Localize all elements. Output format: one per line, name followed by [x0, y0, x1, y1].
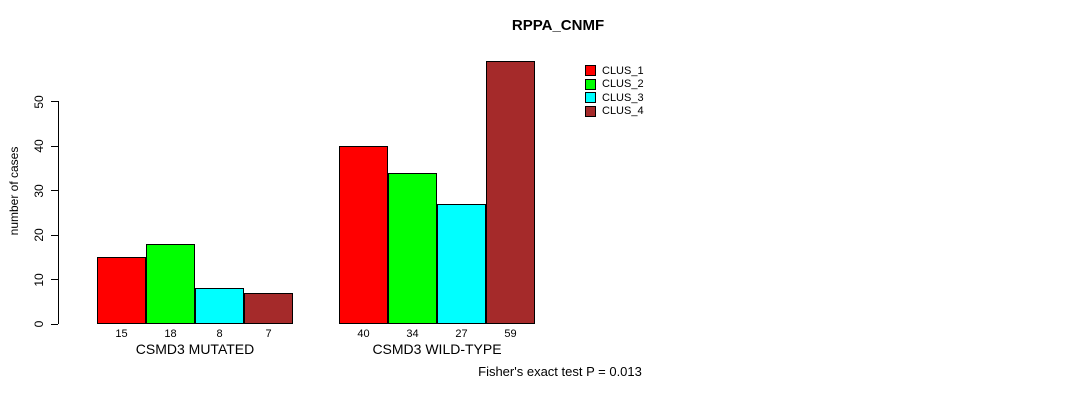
legend-item-clus_4: CLUS_4: [585, 105, 644, 119]
bar-value-label: 34: [406, 328, 419, 340]
y-tick-label: 10: [32, 272, 46, 287]
bar-clus_3-group2: [437, 204, 486, 324]
y-tick-mark: [51, 234, 58, 236]
x-category-label: CSMD3 MUTATED: [135, 341, 255, 357]
y-tick-label: 40: [32, 139, 46, 153]
bar-value-label: 59: [504, 328, 517, 340]
bar-clus_1-group2: [339, 146, 388, 324]
bar-clus_2-group1: [146, 244, 195, 324]
bar-value-label: 27: [455, 328, 468, 340]
y-axis-line: [58, 101, 59, 324]
bar-clus_4-group1: [244, 293, 293, 324]
y-tick-label: 30: [32, 183, 46, 198]
y-tick-label: 50: [32, 94, 46, 109]
bar-clus_3-group1: [195, 288, 244, 324]
legend-item-clus_1: CLUS_1: [585, 64, 644, 78]
y-tick-mark: [51, 323, 58, 325]
y-tick-mark: [51, 145, 58, 147]
y-tick-label: 0: [32, 320, 46, 328]
legend-swatch-clus_4: [585, 105, 596, 117]
legend-label: CLUS_4: [602, 105, 644, 118]
y-tick-mark: [51, 101, 58, 102]
legend-item-clus_3: CLUS_3: [585, 91, 644, 105]
legend-swatch-clus_1: [585, 65, 596, 77]
legend-swatch-clus_3: [585, 92, 596, 104]
y-axis-title: number of cases: [7, 146, 21, 236]
legend-label: CLUS_3: [602, 91, 644, 104]
y-tick-label: 20: [32, 228, 46, 242]
chart-title: RPPA_CNMF: [511, 17, 605, 34]
y-tick-mark: [51, 190, 58, 191]
bar-value-label: 18: [164, 328, 177, 340]
legend-label: CLUS_1: [602, 64, 644, 77]
bar-clus_1-group1: [97, 257, 146, 324]
bar-clus_4-group2: [486, 61, 535, 324]
legend-label: CLUS_2: [602, 78, 644, 91]
bar-value-label: 7: [265, 328, 272, 340]
legend: CLUS_1 CLUS_2 CLUS_3 CLUS_4: [585, 64, 644, 118]
bar-clus_2-group2: [388, 173, 437, 324]
legend-item-clus_2: CLUS_2: [585, 78, 644, 92]
y-tick-mark: [51, 279, 58, 280]
bar-value-label: 40: [357, 328, 370, 340]
x-category-label: CSMD3 WILD-TYPE: [372, 341, 502, 357]
legend-swatch-clus_2: [585, 78, 596, 90]
stat-test-annotation: Fisher's exact test P = 0.013: [478, 364, 642, 379]
bar-value-label: 15: [115, 328, 128, 340]
bar-value-label: 8: [216, 328, 223, 340]
